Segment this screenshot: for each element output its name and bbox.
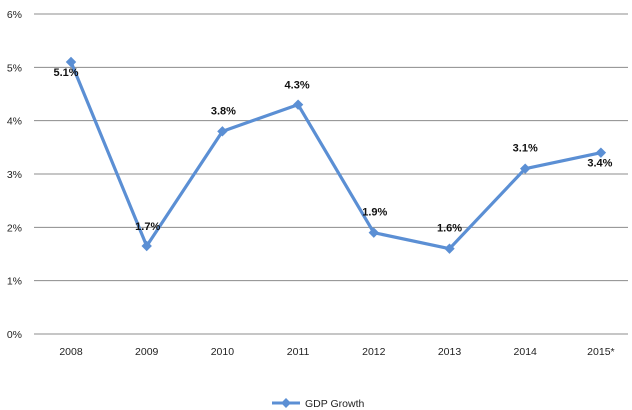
x-tick-label: 2010 — [211, 346, 235, 358]
x-tick-label: 2013 — [438, 346, 462, 358]
x-tick-label: 2008 — [59, 346, 83, 358]
data-label: 3.8% — [211, 105, 236, 117]
data-label: 3.1% — [513, 143, 538, 155]
x-tick-label: 2011 — [287, 346, 310, 358]
data-point-marker — [595, 147, 607, 158]
legend-label-gdp-growth: GDP Growth — [305, 398, 364, 410]
y-axis-tick-labels: 0% 1% 2% 3% 4% 5% 6% — [7, 9, 22, 341]
data-point-marker — [65, 56, 77, 68]
data-label: 1.9% — [362, 207, 387, 219]
y-tick-label: 1% — [7, 276, 22, 288]
data-label: 3.4% — [587, 158, 612, 170]
data-label: 4.3% — [285, 80, 310, 92]
data-point-marker — [217, 126, 228, 137]
y-tick-label: 6% — [7, 9, 22, 21]
x-tick-label: 2015* — [587, 346, 614, 358]
data-label: 1.7% — [135, 221, 160, 233]
x-tick-label: 2009 — [135, 346, 159, 358]
data-label: 5.1% — [53, 67, 78, 79]
data-point-marker — [292, 99, 304, 110]
y-tick-label: 2% — [7, 222, 22, 234]
data-point-marker — [444, 243, 455, 254]
legend: GDP Growth — [272, 398, 364, 410]
data-labels: 5.1% 1.7% 3.8% 4.3% 1.9% 1.6% 3.1% 3.4% — [53, 67, 612, 235]
gridlines — [34, 13, 628, 335]
series-line — [69, 61, 602, 251]
data-point-marker — [368, 227, 379, 238]
y-tick-label: 3% — [7, 169, 22, 181]
x-axis-tick-labels: 2008 2009 2010 2011 2012 2013 2014 2015* — [59, 346, 614, 358]
data-label: 1.6% — [437, 223, 462, 235]
x-tick-label: 2014 — [514, 346, 538, 358]
x-tick-label: 2012 — [362, 346, 386, 358]
legend-marker-swatch — [281, 398, 291, 408]
y-tick-label: 4% — [7, 116, 22, 128]
y-tick-label: 5% — [7, 62, 22, 74]
data-point-marker — [520, 163, 531, 174]
y-tick-label: 0% — [7, 329, 22, 341]
series-gdp-growth — [65, 56, 607, 254]
data-point-marker — [141, 240, 152, 252]
